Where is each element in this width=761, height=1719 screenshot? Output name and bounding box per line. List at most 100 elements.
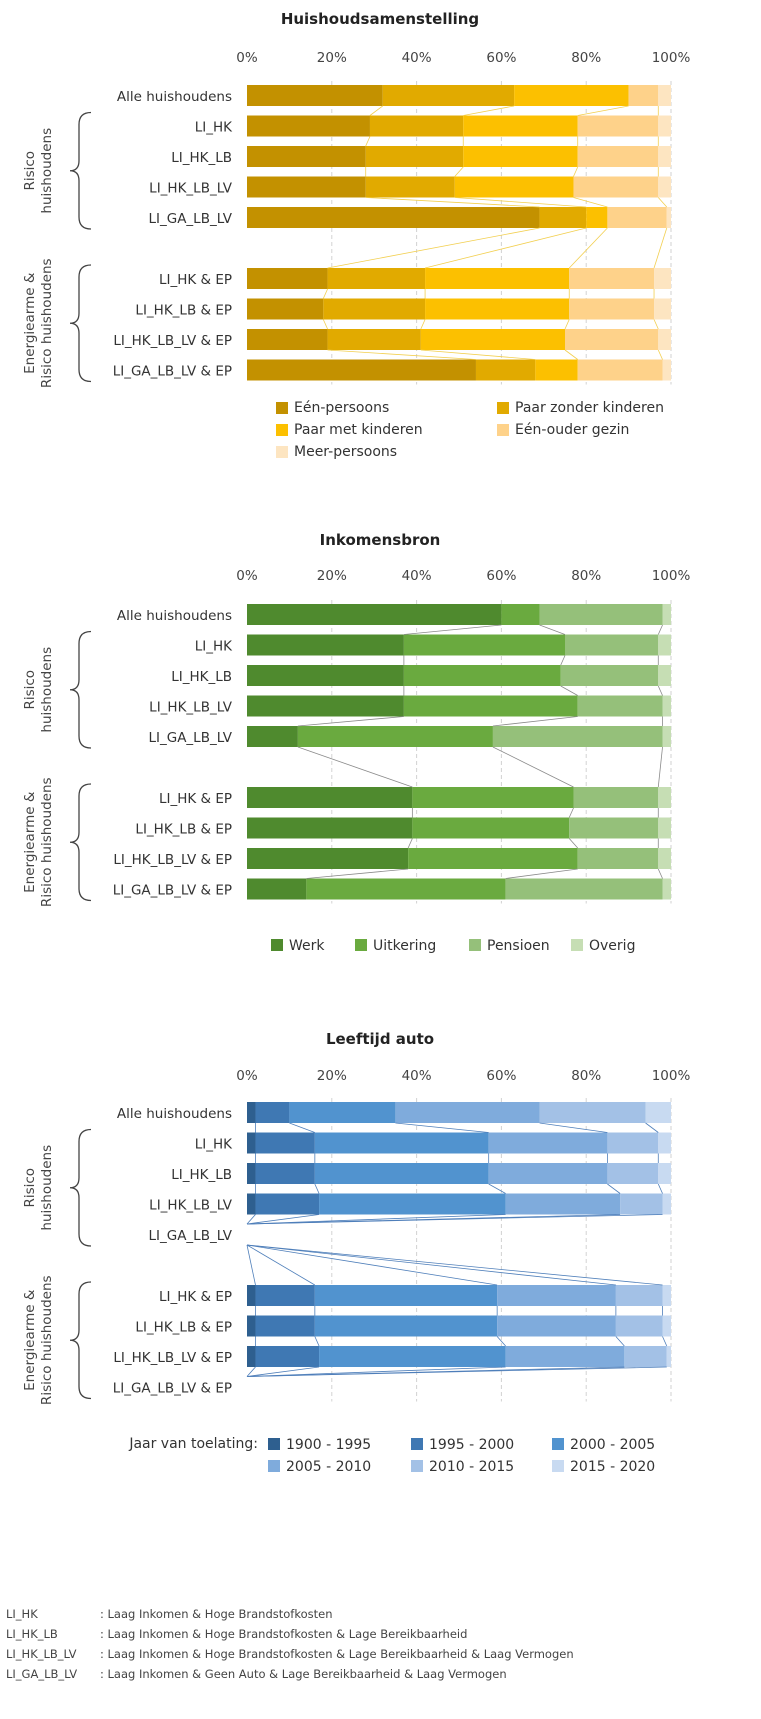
category-label: LI_HK_LB_LV & EP <box>113 1350 232 1366</box>
legend-swatch <box>276 402 288 414</box>
group-brace <box>69 264 92 383</box>
group-label-risico: Risicohuishoudens <box>22 128 55 214</box>
connector-line <box>662 1336 668 1347</box>
bar-segment <box>247 726 298 747</box>
legend-swatch <box>469 939 481 951</box>
category-label: LI_HK_LB_LV <box>149 700 233 716</box>
bar-segment <box>658 817 671 839</box>
connector-line <box>246 1214 320 1225</box>
bar-segment <box>654 268 671 289</box>
footnote-row: LI_GA_LB_LV: Laag Inkomen & Geen Auto & … <box>6 1664 756 1684</box>
legend-swatch <box>552 1438 564 1450</box>
bar-segment <box>624 1346 667 1367</box>
legend-label: 1995 - 2000 <box>429 1437 514 1453</box>
footnote-text: : Laag Inkomen & Hoge Brandstofkosten & … <box>100 1627 468 1641</box>
connector-line <box>492 746 574 788</box>
bar-segment <box>247 359 476 381</box>
bar-segment <box>535 359 578 381</box>
chart-2: Inkomensbron 0% 20% 40% 60% 80% 100% Alle huish… <box>22 531 690 954</box>
bar-segment <box>247 1132 256 1154</box>
legend-swatch <box>271 939 283 951</box>
bar-segment <box>289 1102 396 1123</box>
bar-segment <box>615 1285 663 1306</box>
connector-line <box>289 1122 315 1133</box>
group-label-energiearm: Energiearme &Risico huishoudens <box>22 777 55 907</box>
x-tick-label: 80% <box>571 50 601 66</box>
bar-segment <box>615 1315 663 1337</box>
bar-segment <box>658 85 671 106</box>
legend-swatch <box>411 1460 423 1472</box>
category-label: LI_GA_LB_LV <box>148 730 232 746</box>
category-label: LI_HK_LB & EP <box>135 303 232 319</box>
bar-segment <box>573 787 659 808</box>
legend-label: Eén-ouder gezin <box>515 422 629 438</box>
footnote-text: : Laag Inkomen & Hoge Brandstofkosten <box>100 1607 333 1621</box>
legend-label: Paar met kinderen <box>294 422 423 438</box>
bar-segment <box>658 329 671 350</box>
bar-segment <box>425 298 570 320</box>
footnote-text: : Laag Inkomen & Hoge Brandstofkosten & … <box>100 1647 574 1661</box>
connector-line <box>657 1183 663 1194</box>
chart-3: Leeftijd auto 0% 20% 40% 60% 80% 100% Alle huis… <box>22 1030 690 1475</box>
bar-segment <box>607 1132 659 1154</box>
legend-swatch <box>268 1460 280 1472</box>
legend-label: Paar zonder kinderen <box>515 400 664 416</box>
connector-line <box>657 624 663 635</box>
bar-segment <box>569 817 659 839</box>
bar-segment <box>560 665 659 686</box>
bar-segment <box>658 176 671 198</box>
footnote-row: LI_HK_LB_LV: Laag Inkomen & Hoge Brandst… <box>6 1644 756 1664</box>
bar-segment <box>539 604 663 625</box>
connector-line <box>568 227 608 269</box>
connector-line <box>297 716 404 727</box>
bar-segment <box>577 359 663 381</box>
legend-title: Jaar van toelating: <box>128 1436 258 1452</box>
connector-line <box>246 1244 316 1286</box>
footnote-abbr: LI_HK_LB <box>6 1627 58 1641</box>
connector-line <box>327 227 540 269</box>
group-label-risico: Risicohuishoudens <box>22 1145 55 1231</box>
bar-segment <box>319 1193 506 1215</box>
category-label: LI_HK & EP <box>159 791 232 807</box>
bar-segment <box>247 878 307 900</box>
bar-segment <box>569 298 655 320</box>
category-label: LI_HK & EP <box>159 1289 232 1305</box>
bar-segment <box>247 268 328 289</box>
connector-line <box>246 1244 663 1286</box>
legend-swatch <box>497 402 509 414</box>
bar-segment <box>247 207 540 228</box>
bar-segment <box>628 85 659 106</box>
bar-segment <box>654 298 671 320</box>
connector-line <box>424 227 587 269</box>
group-label-energiearm: Energiearme &Risico huishoudens <box>22 1275 55 1405</box>
legend-swatch <box>268 1438 280 1450</box>
legend-label: 2005 - 2010 <box>286 1459 371 1475</box>
x-tick-label: 0% <box>236 50 258 66</box>
bar-segment <box>255 1193 320 1215</box>
connector-line <box>365 197 540 208</box>
x-tick-label: 40% <box>402 1068 432 1084</box>
connector-line <box>246 1214 506 1225</box>
connector-line <box>653 227 668 269</box>
legend-swatch <box>276 446 288 458</box>
bar-segment <box>247 115 370 137</box>
connector-line <box>246 1244 498 1286</box>
connector-line <box>246 1366 667 1377</box>
bar-segment <box>658 1132 671 1154</box>
bar-segment <box>247 787 413 808</box>
category-label: LI_HK_LB_LV & EP <box>113 333 232 349</box>
connector-line <box>327 349 476 360</box>
bar-segment <box>569 268 655 289</box>
bar-segment <box>658 634 671 656</box>
connector-line <box>539 1122 608 1133</box>
bar-segment <box>247 817 413 839</box>
legend-swatch <box>497 424 509 436</box>
bar-segment <box>565 634 659 656</box>
connector-line <box>505 868 578 879</box>
connector-line <box>645 1122 659 1133</box>
connector-line <box>246 1244 616 1286</box>
connector-line <box>369 105 383 116</box>
connector-line <box>420 349 536 360</box>
bar-segment <box>247 329 328 350</box>
x-tick-label: 80% <box>571 568 601 584</box>
